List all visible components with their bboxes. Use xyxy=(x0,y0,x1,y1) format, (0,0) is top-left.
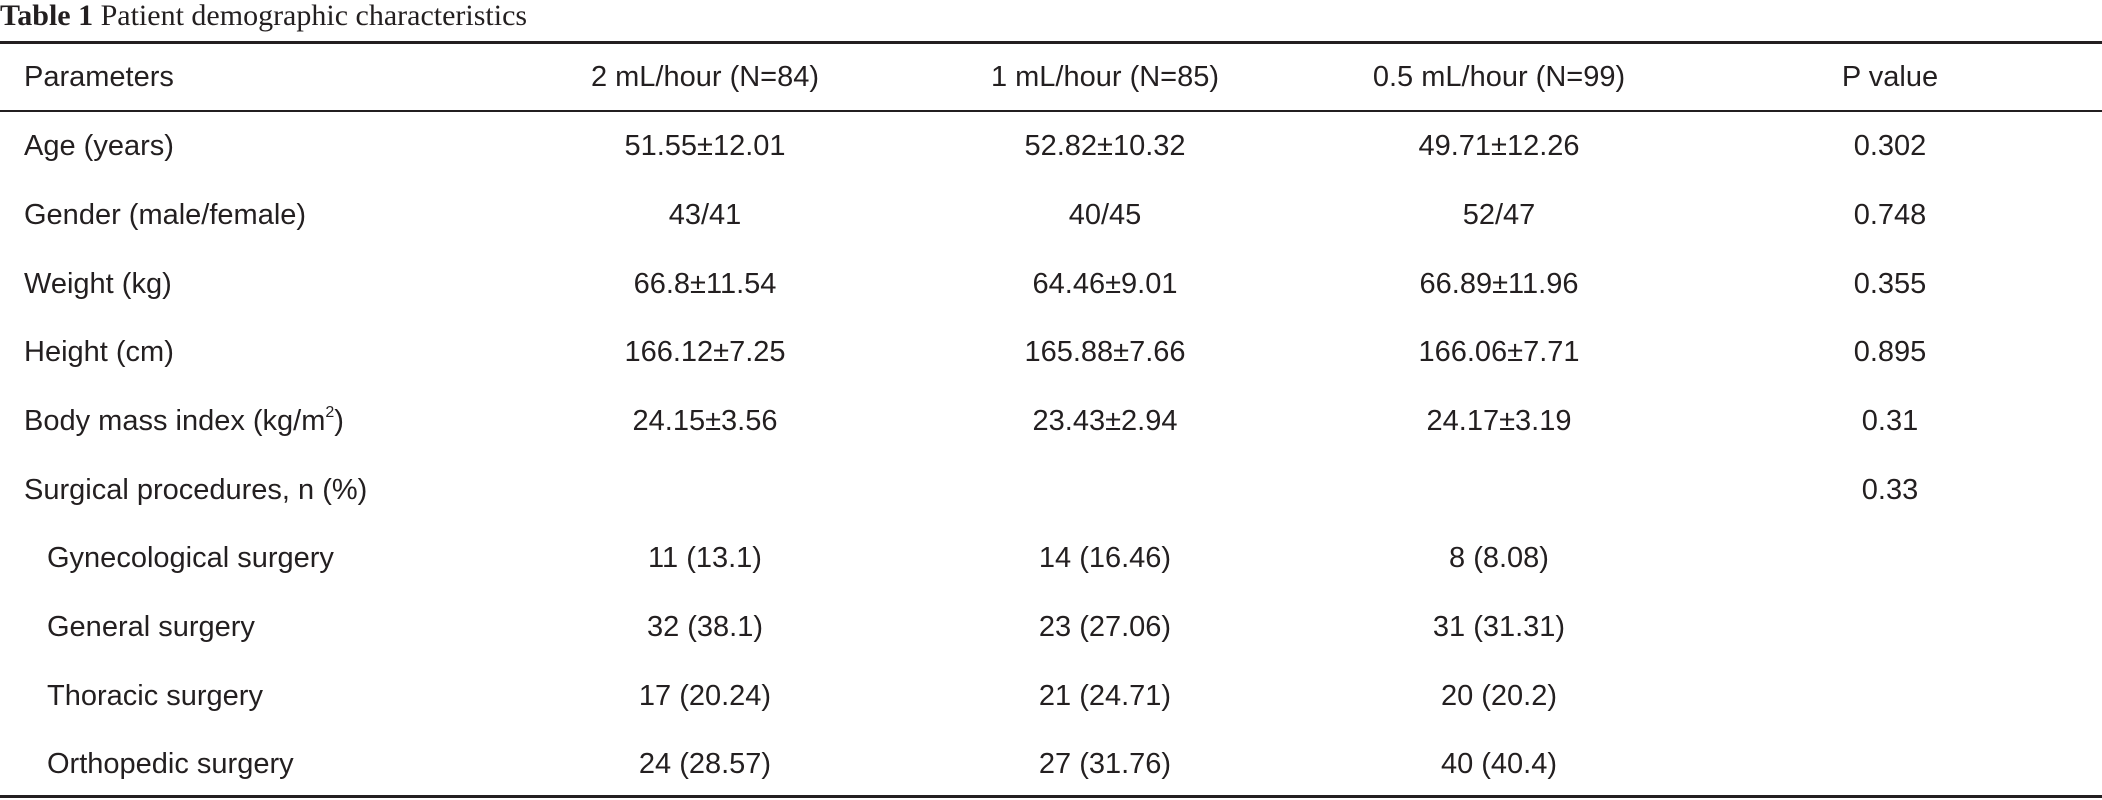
row-label: Height (cm) xyxy=(24,336,174,369)
table-number: Table 1 xyxy=(0,0,94,32)
row-label: Gender (male/female) xyxy=(24,198,307,231)
cell-2ml: 66.8±11.54 xyxy=(633,267,777,300)
cell-0-5ml: 49.71±12.26 xyxy=(1418,129,1580,162)
bmi-label-close: ) xyxy=(334,404,344,437)
cell-p-value xyxy=(1678,593,2102,662)
cell-p-value: 0.302 xyxy=(1853,129,1927,162)
cell-0-5ml xyxy=(1320,456,1678,525)
row-label: Weight (kg) xyxy=(24,267,172,300)
table-row-age: Age (years) 51.55±12.01 52.82±10.32 49.7… xyxy=(0,111,2102,181)
row-label: Orthopedic surgery xyxy=(47,748,294,781)
header-2ml-group: 2 mL/hour (N=84) xyxy=(590,61,820,93)
bottom-rule xyxy=(0,795,2102,798)
cell-1ml: 52.82±10.32 xyxy=(1024,129,1186,162)
table-row-gender: Gender (male/female) 43/41 40/45 52/47 0… xyxy=(0,181,2102,250)
cell-0-5ml: 24.17±3.19 xyxy=(1426,404,1572,437)
header-1ml-group: 1 mL/hour (N=85) xyxy=(990,61,1220,93)
top-rule xyxy=(0,41,2102,44)
cell-1ml: 64.46±9.01 xyxy=(1032,267,1178,300)
superscript-2: 2 xyxy=(325,404,335,422)
cell-2ml: 166.12±7.25 xyxy=(624,336,786,369)
table-row-bmi: Body mass index (kg/m2) 24.15±3.56 23.43… xyxy=(0,387,2102,456)
cell-2ml: 17 (20.24) xyxy=(638,679,772,712)
cell-1ml: 40/45 xyxy=(1068,198,1142,231)
cell-0-5ml: 31 (31.31) xyxy=(1432,610,1566,643)
cell-0-5ml: 20 (20.2) xyxy=(1440,679,1558,712)
cell-2ml: 24 (28.57) xyxy=(638,748,772,781)
cell-1ml: 27 (31.76) xyxy=(1038,748,1172,781)
cell-p-value: 0.895 xyxy=(1853,336,1927,369)
table-row-gynecological-surgery: Gynecological surgery 11 (13.1) 14 (16.4… xyxy=(0,524,2102,593)
cell-2ml xyxy=(520,456,890,525)
cell-0-5ml: 8 (8.08) xyxy=(1449,542,1549,575)
demographics-table: Parameters 2 mL/hour (N=84) 1 mL/hour (N… xyxy=(0,44,2102,799)
table-row-orthopedic-surgery: Orthopedic surgery 24 (28.57) 27 (31.76)… xyxy=(0,731,2102,800)
cell-p-value: 0.33 xyxy=(1861,473,1919,506)
cell-1ml: 14 (16.46) xyxy=(1038,542,1172,575)
cell-2ml: 43/41 xyxy=(668,198,742,231)
cell-1ml xyxy=(890,456,1320,525)
cell-0-5ml: 166.06±7.71 xyxy=(1418,336,1580,369)
cell-p-value xyxy=(1678,524,2102,593)
bmi-label-text: Body mass index (kg/m xyxy=(24,404,326,437)
row-label: Age (years) xyxy=(24,129,174,162)
cell-p-value: 0.355 xyxy=(1853,267,1927,300)
table-row-thoracic-surgery: Thoracic surgery 17 (20.24) 21 (24.71) 2… xyxy=(0,662,2102,731)
table-title: Patient demographic characteristics xyxy=(100,0,528,32)
cell-0-5ml: 52/47 xyxy=(1462,198,1536,231)
cell-2ml: 51.55±12.01 xyxy=(624,129,786,162)
table-row-surgical-procedures: Surgical procedures, n (%) 0.33 xyxy=(0,456,2102,525)
cell-2ml: 11 (13.1) xyxy=(648,542,762,575)
cell-0-5ml: 66.89±11.96 xyxy=(1419,267,1579,300)
table-row-weight: Weight (kg) 66.8±11.54 64.46±9.01 66.89±… xyxy=(0,250,2102,319)
header-row: Parameters 2 mL/hour (N=84) 1 mL/hour (N… xyxy=(0,44,2102,111)
row-label: Gynecological surgery xyxy=(47,542,334,575)
row-label: Surgical procedures, n (%) xyxy=(24,473,368,506)
header-0-5ml-group: 0.5 mL/hour (N=99) xyxy=(1372,61,1626,93)
cell-1ml: 165.88±7.66 xyxy=(1024,336,1186,369)
cell-p-value: 0.31 xyxy=(1861,404,1919,437)
cell-p-value xyxy=(1678,662,2102,731)
cell-2ml: 24.15±3.56 xyxy=(632,404,778,437)
header-parameters: Parameters xyxy=(24,61,174,93)
header-p-value: P value xyxy=(1841,61,1939,93)
row-label: Thoracic surgery xyxy=(47,679,263,712)
table-row-height: Height (cm) 166.12±7.25 165.88±7.66 166.… xyxy=(0,318,2102,387)
cell-2ml: 32 (38.1) xyxy=(646,610,764,643)
cell-0-5ml: 40 (40.4) xyxy=(1440,748,1558,781)
table-caption: Table 1 Patient demographic characterist… xyxy=(0,0,527,36)
cell-p-value xyxy=(1678,731,2102,800)
cell-1ml: 21 (24.71) xyxy=(1038,679,1172,712)
row-label: Body mass index (kg/m2) xyxy=(0,387,520,456)
cell-p-value: 0.748 xyxy=(1853,198,1927,231)
row-label: General surgery xyxy=(47,610,255,643)
cell-1ml: 23.43±2.94 xyxy=(1032,404,1178,437)
cell-1ml: 23 (27.06) xyxy=(1038,610,1172,643)
table-row-general-surgery: General surgery 32 (38.1) 23 (27.06) 31 … xyxy=(0,593,2102,662)
header-rule xyxy=(0,110,2102,112)
